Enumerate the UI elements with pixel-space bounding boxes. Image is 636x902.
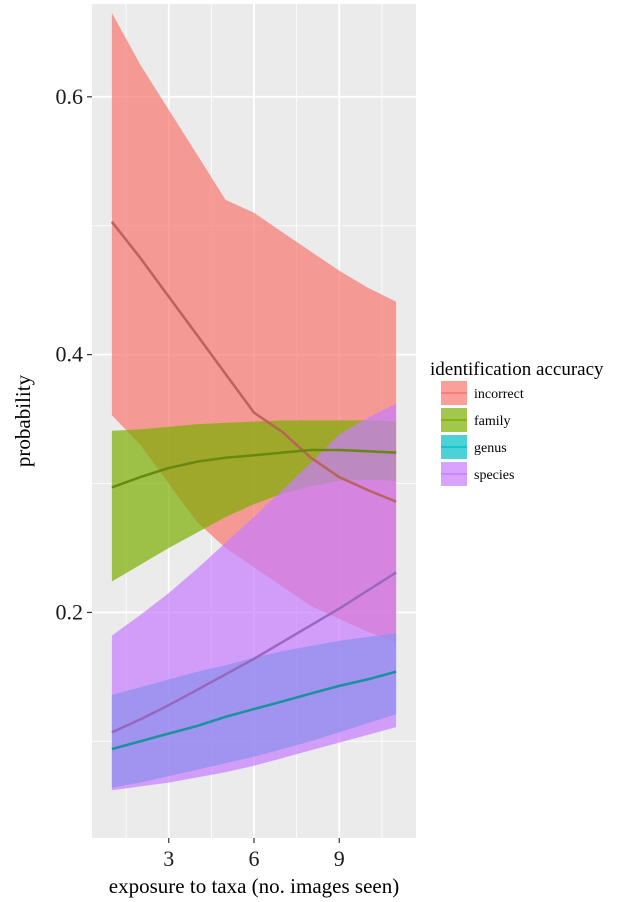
y-axis: 0.2 0.4 0.6 [56, 84, 92, 624]
line-shade-family [111, 448, 397, 489]
line-shade-incorrect [110, 221, 397, 503]
x-axis-title: exposure to taxa (no. images seen) [109, 874, 399, 898]
legend-label-family: family [474, 414, 511, 429]
x-tick-label: 9 [334, 846, 345, 871]
line-family [111, 448, 397, 489]
band-species [111, 403, 397, 791]
line-genus [111, 670, 397, 751]
y-tick-label: 0.4 [56, 342, 84, 367]
series-lines [110, 221, 397, 751]
line-shade-species [111, 571, 397, 734]
legend: identification accuracy incorrect family g… [430, 359, 604, 486]
line-incorrect [110, 221, 397, 503]
y-tick-label: 0.6 [56, 84, 84, 109]
x-axis: 3 6 9 [163, 838, 345, 871]
x-tick-label: 6 [249, 846, 260, 871]
y-tick-label: 0.2 [56, 599, 84, 624]
x-tick-label: 3 [163, 846, 174, 871]
line-shade-genus [111, 670, 397, 751]
legend-label-species: species [474, 468, 514, 483]
line-species [111, 571, 397, 734]
y-axis-title: probability [11, 374, 35, 467]
legend-label-incorrect: incorrect [474, 387, 524, 402]
legend-title: identification accuracy [430, 359, 604, 380]
legend-label-genus: genus [474, 441, 507, 456]
